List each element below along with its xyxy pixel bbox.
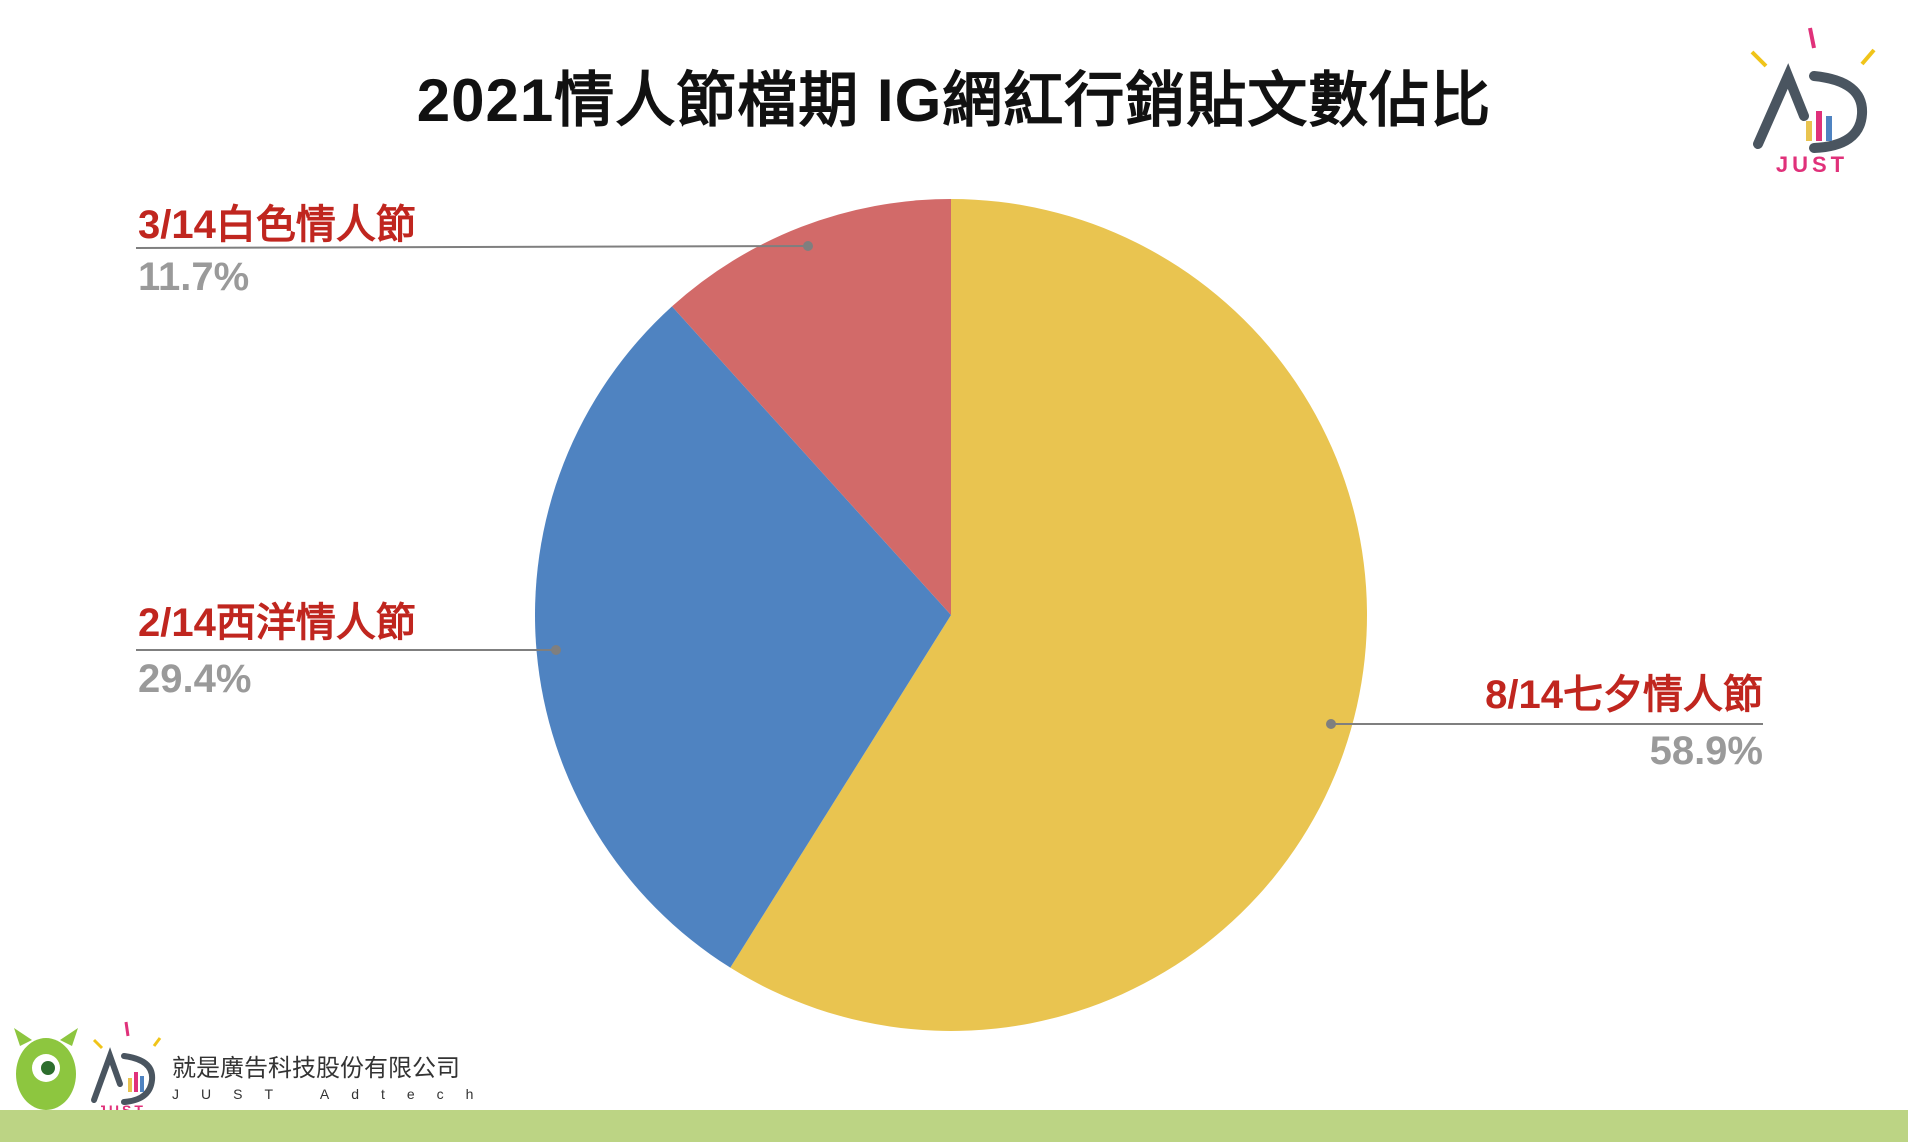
slice-percent-label: 58.9%	[1650, 729, 1763, 773]
chart-title: 2021情人節檔期 IG網紅行銷貼文數佔比	[416, 67, 1492, 134]
slice-percent-label: 29.4%	[138, 657, 251, 701]
slice-percent-label: 11.7%	[138, 255, 249, 299]
pie-slice	[671, 199, 951, 615]
footer-logo-icon: JUST	[14, 1021, 162, 1117]
slice-label: 3/14白色情人節	[138, 203, 416, 247]
footer-bar	[0, 1110, 1908, 1142]
pie-slices	[535, 199, 1368, 1031]
company-name-en: JUST Adtech	[172, 1086, 496, 1102]
company-name: 就是廣告科技股份有限公司	[172, 1055, 460, 1082]
pie-slice	[730, 199, 1368, 1031]
svg-text:JUST: JUST	[1776, 152, 1848, 176]
pie-labels: 8/14七夕情人節 58.9% 2/14西洋情人節 29.4% 3/14白色情人節 11.…	[135, 203, 1763, 773]
slice-label: 8/14七夕情人節	[1485, 673, 1763, 717]
pie-slice	[535, 306, 951, 968]
just-ad-logo-icon: JUST	[1750, 27, 1876, 176]
slice-label: 2/14西洋情人節	[138, 601, 416, 645]
leader-line	[135, 245, 809, 249]
